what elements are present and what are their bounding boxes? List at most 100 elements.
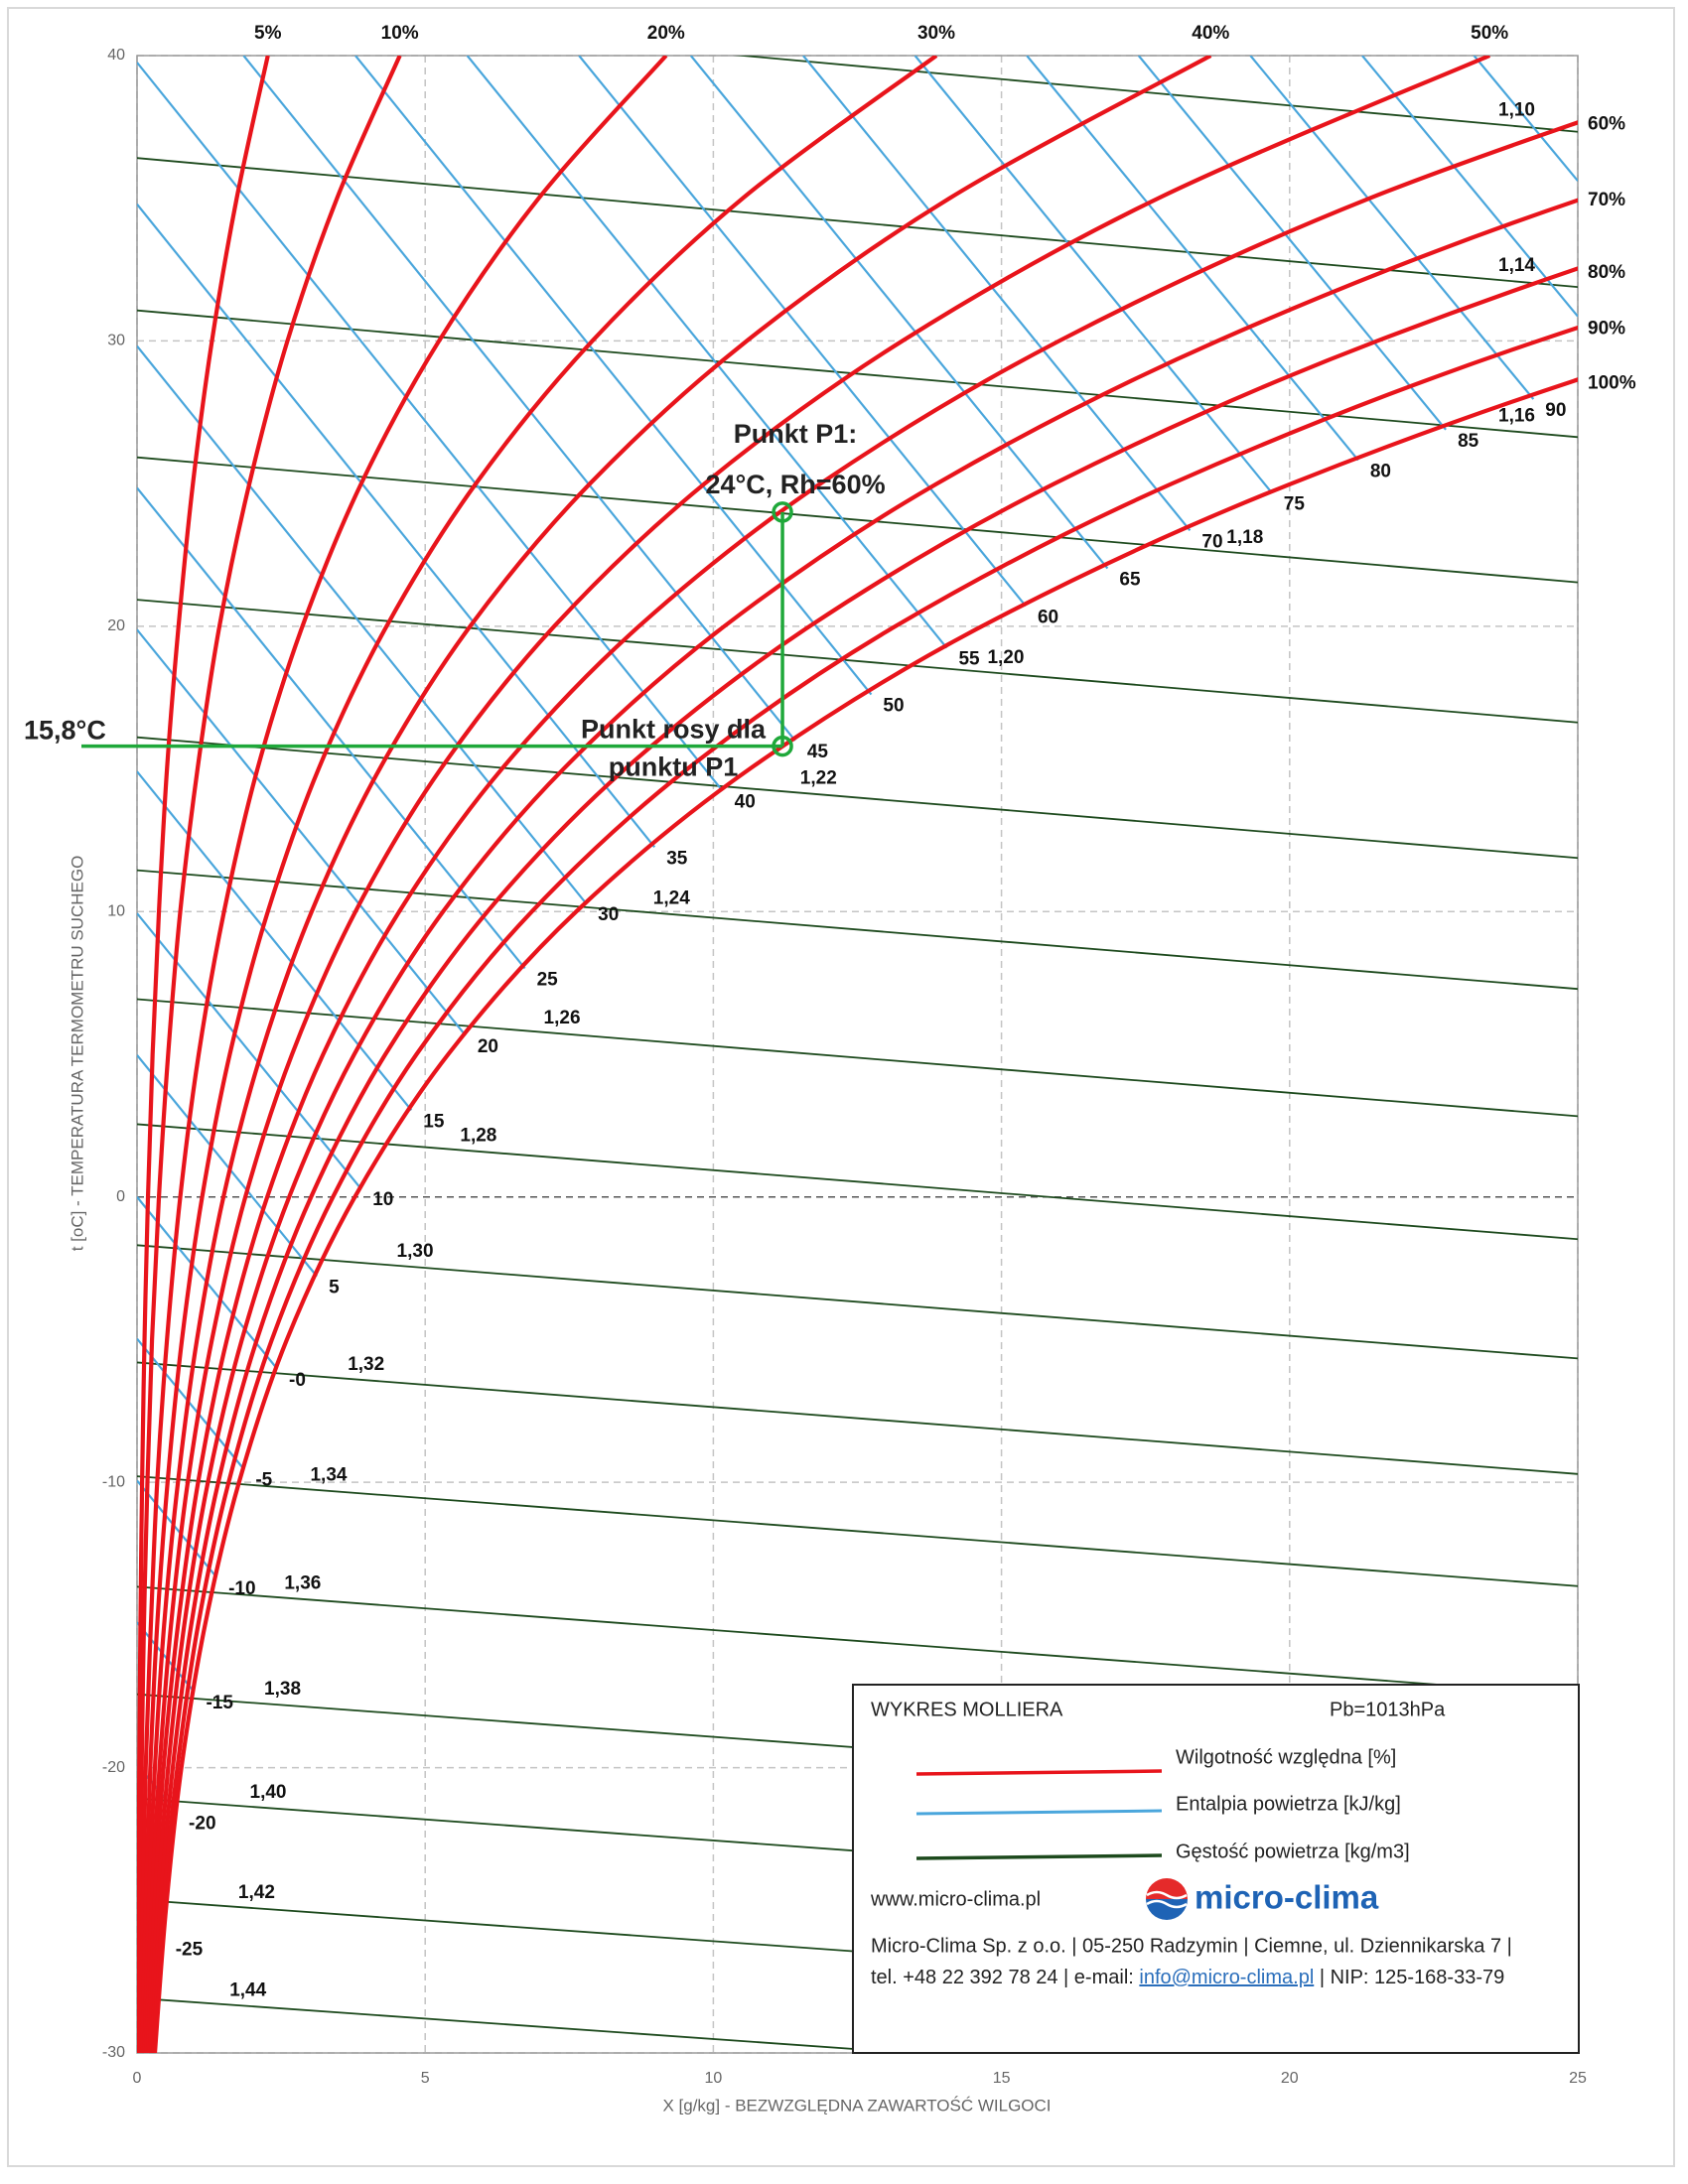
logo-bottom [1146,1899,1188,1920]
x-tick-label: 10 [705,2070,723,2087]
y-tick-label: -20 [102,1759,125,1776]
enthalpy-label: 40 [735,792,756,813]
enthalpy-label: 65 [1119,570,1141,591]
enthalpy-line [689,56,1109,570]
enthalpy-label: 70 [1201,531,1222,552]
density-label: 1,26 [544,1008,581,1028]
density-line [137,1361,1578,1475]
humidity-curve [142,56,1212,2053]
enthalpy-label: -15 [206,1693,233,1713]
legend-swatch [915,1853,1163,1860]
enthalpy-line [1473,56,1578,182]
enthalpy-label: 85 [1458,431,1479,452]
legend-swatch [915,1809,1163,1816]
enthalpy-line [802,56,1192,531]
humidity-label: 30% [917,23,955,44]
logo-wave [1146,1890,1188,1900]
enthalpy-line [578,56,1027,608]
humidity-curve [138,56,668,2053]
humidity-curve [151,325,1578,2053]
y-tick-label: 30 [107,333,125,349]
density-line [137,157,1578,289]
humidity-curve [145,120,1578,2053]
enthalpy-line [137,344,587,904]
enthalpy-line [1137,56,1447,431]
humidity-label: 50% [1471,23,1508,44]
enthalpy-label: 55 [958,649,980,670]
density-line [137,736,1578,860]
humidity-label: 10% [381,23,419,44]
enthalpy-label: -10 [228,1578,255,1599]
legend-box: WYKRES MOLLIERA Pb=1013hPa Wilgotność wz… [852,1684,1580,2054]
enthalpy-label: 45 [807,742,829,762]
enthalpy-label: -25 [176,1939,204,1960]
enthalpy-label: -0 [289,1370,306,1391]
density-label: 1,38 [264,1679,301,1700]
legend-swatch [915,1769,1163,1776]
humidity-curve [147,198,1578,2053]
density-label: 1,32 [348,1354,384,1375]
point-label: Punkt P1: [734,419,858,449]
dew-value: 15,8°C [24,716,106,746]
enthalpy-label: 10 [372,1189,393,1210]
email-link[interactable]: info@micro-clima.pl [1139,1967,1314,1988]
enthalpy-label: 20 [478,1036,498,1057]
enthalpy-line [914,56,1273,494]
y-tick-label: 0 [116,1188,125,1205]
dew-caption: Punkt rosy dla [581,715,767,745]
density-label: 1,34 [310,1464,347,1485]
density-label: 1,10 [1498,99,1535,120]
humidity-curve [140,56,938,2053]
density-label: 1,42 [238,1882,275,1903]
enthalpy-line [242,56,796,742]
enthalpy-label: 15 [423,1111,445,1132]
website: www.micro-clima.pl [870,1888,1041,1910]
enthalpy-line [137,628,467,1036]
enthalpy-line [354,56,873,696]
humidity-curve [152,377,1578,2053]
density-line [137,599,1578,724]
legend-title: WYKRES MOLLIERA [871,1699,1063,1720]
density-line [137,998,1578,1118]
y-tick-label: 40 [107,47,125,64]
humidity-label: 5% [254,23,282,44]
logo-text: micro-clima [1195,1879,1379,1916]
logo-top [1146,1878,1188,1899]
y-tick-label: -10 [102,1473,125,1490]
density-line [137,1475,1578,1587]
enthalpy-label: 75 [1284,493,1306,514]
dew-caption: punktu P1 [609,752,739,782]
legend-subtitle: Pb=1013hPa [1330,1699,1446,1720]
humidity-label: 20% [647,23,685,44]
enthalpy-line [137,204,656,849]
y-tick-label: 10 [107,903,125,920]
logo-icon [1146,1878,1188,1920]
x-tick-label: 25 [1569,2070,1587,2087]
contact-line: tel. +48 22 392 78 24 | e-mail: info@mic… [871,1967,1504,1988]
enthalpy-label: 90 [1545,400,1566,421]
density-label: 1,24 [653,887,690,908]
enthalpy-label: -5 [255,1470,272,1491]
enthalpy-label: 25 [537,969,559,990]
plot-area: 0 5 10 15 20 25 -30 -20 -10 0 10 20 30 40 5% 10% 20% 30% 4… [24,23,1636,2087]
nip: | NIP: 125-168-33-79 [1314,1967,1504,1988]
humidity-curve [137,56,402,2053]
dew-point [772,735,793,757]
density-label: 1,30 [397,1241,434,1262]
humidity-label: 40% [1192,23,1229,44]
x-tick-label: 0 [133,2070,142,2087]
density-label: 1,18 [1226,527,1263,548]
density-label: 1,44 [229,1979,266,2000]
density-label: 1,16 [1498,405,1535,426]
enthalpy-label: 30 [598,904,619,925]
humidity-label: 100% [1588,373,1636,394]
humidity-label: 90% [1588,319,1625,340]
enthalpy-line [137,770,413,1112]
enthalpy-label: -20 [189,1813,215,1834]
density-line [137,456,1578,584]
enthalpy-label: 35 [666,848,688,869]
enthalpy-line [1361,56,1578,318]
legend-entry: Gęstość powietrza [kg/m3] [1176,1841,1410,1862]
